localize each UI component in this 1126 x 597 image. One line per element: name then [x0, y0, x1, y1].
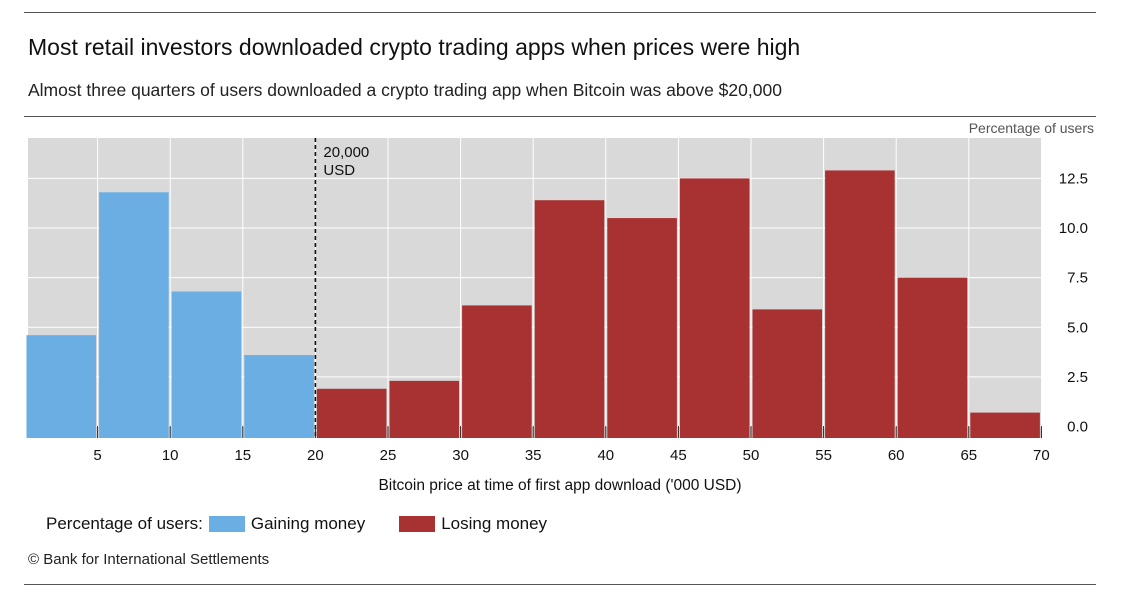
legend-prefix: Percentage of users:: [46, 514, 203, 533]
y-tick-label: 2.5: [1067, 369, 1088, 386]
legend-label-gaining: Gaining money: [250, 514, 366, 533]
bottom-rule: [24, 584, 1096, 585]
bar: [389, 380, 460, 438]
legend-item-gaining: Gaining money: [203, 514, 365, 534]
y-tick-label: 12.5: [1059, 170, 1088, 187]
y-tick-label: 10.0: [1059, 220, 1088, 237]
bars: [26, 170, 1040, 438]
x-tick-label: 40: [597, 447, 614, 464]
bar: [26, 335, 97, 438]
legend-swatch-gaining: [208, 516, 245, 532]
x-tick-label: 30: [452, 447, 469, 464]
bar: [752, 309, 823, 438]
x-tick-label: 15: [234, 447, 251, 464]
bar: [99, 192, 169, 438]
y-tick-label: 5.0: [1067, 319, 1088, 336]
x-tick-label: 35: [525, 447, 542, 464]
bar: [171, 291, 242, 438]
x-tick-label: 25: [380, 447, 397, 464]
x-tick-label: 65: [960, 447, 977, 464]
legend: Percentage of users: Gaining money Losin…: [46, 514, 575, 534]
top-rule: [24, 12, 1096, 13]
header-rule: [24, 116, 1096, 117]
x-axis-label: Bitcoin price at time of first app downl…: [378, 477, 741, 494]
x-tick-label: 45: [670, 447, 687, 464]
x-tick-label: 20: [307, 447, 324, 464]
y-tick-label: 0.0: [1067, 419, 1088, 436]
bar: [534, 200, 605, 438]
x-tick-label: 70: [1033, 447, 1050, 464]
legend-swatch-losing: [399, 516, 436, 532]
bar: [897, 277, 968, 438]
x-tick-label: 5: [93, 447, 101, 464]
x-tick-label: 60: [888, 447, 905, 464]
bar: [316, 388, 387, 438]
bar: [244, 355, 314, 438]
bar: [607, 218, 677, 438]
bar: [462, 305, 532, 438]
y-axis-unit-label: Percentage of users: [968, 120, 1094, 136]
axes: 5 10 15 20 25 30 35 40 45 50 55 60 65 70 0.0 2.5 5.0 7.5 1…: [93, 170, 1088, 494]
x-tick-label: 50: [743, 447, 760, 464]
x-tick-label: 10: [162, 447, 179, 464]
chart-title: Most retail investors downloaded crypto …: [28, 34, 801, 60]
y-tick-label: 7.5: [1067, 270, 1088, 287]
bar: [679, 178, 750, 438]
legend-item-losing: Losing money: [393, 514, 547, 534]
legend-label-losing: Losing money: [441, 514, 548, 533]
chart-subtitle: Almost three quarters of users downloade…: [28, 80, 782, 100]
bar: [970, 412, 1040, 438]
x-tick-label: 55: [815, 447, 832, 464]
threshold-label-line1: 20,000: [323, 144, 369, 161]
bar: [825, 170, 895, 438]
source-note: © Bank for International Settlements: [28, 551, 270, 568]
threshold-label-line2: USD: [323, 162, 355, 179]
